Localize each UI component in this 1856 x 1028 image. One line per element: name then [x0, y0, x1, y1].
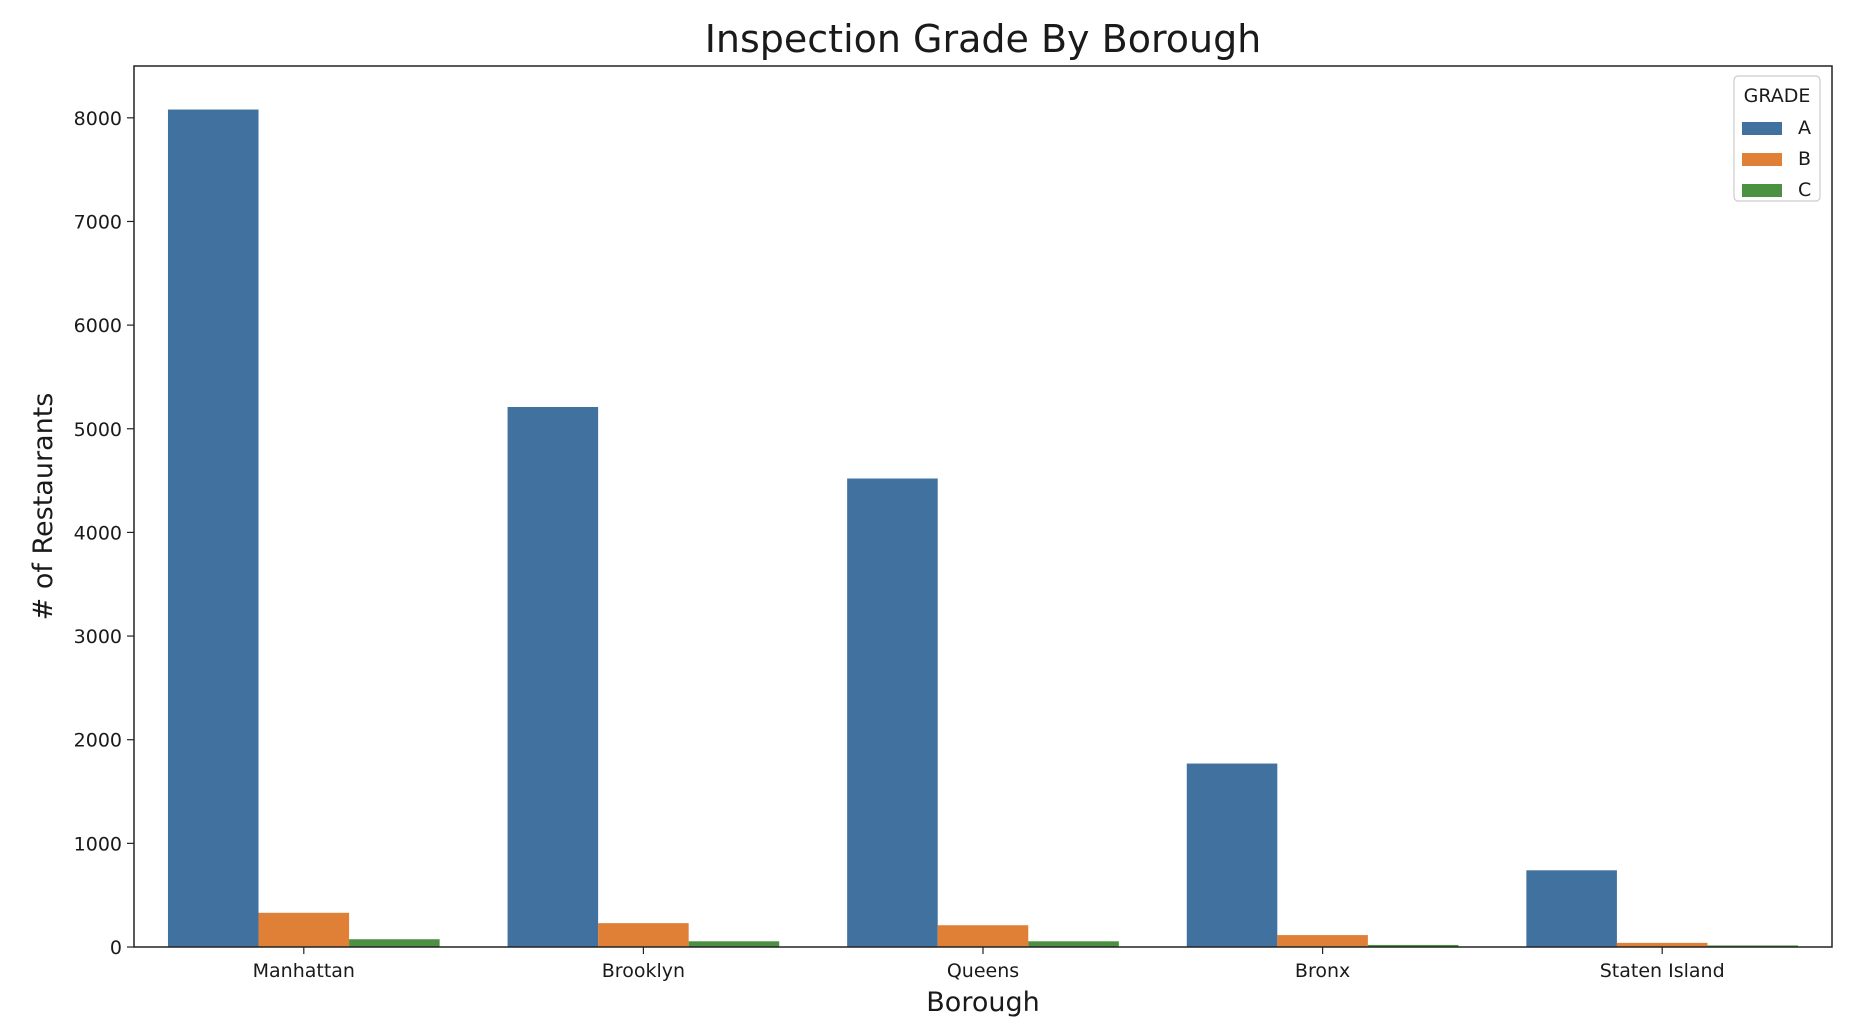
bar-C-brooklyn	[688, 941, 780, 947]
legend-label-B: B	[1798, 148, 1811, 170]
y-tick-label: 4000	[74, 522, 122, 544]
y-tick-label: 2000	[74, 730, 122, 752]
bar-A-staten-island	[1526, 870, 1617, 947]
bar-C-queens	[1028, 941, 1119, 947]
bar-A-bronx	[1186, 763, 1278, 947]
x-tick-label: Queens	[947, 960, 1019, 982]
x-tick-label: Bronx	[1295, 960, 1350, 982]
y-tick-label: 0	[110, 937, 122, 959]
bar-A-brooklyn	[507, 406, 599, 948]
bar-B-staten-island	[1616, 942, 1708, 947]
bar-B-brooklyn	[598, 923, 689, 947]
x-tick-label: Brooklyn	[602, 960, 685, 982]
chart-title: Inspection Grade By Borough	[705, 17, 1262, 61]
bar-A-manhattan	[167, 109, 259, 948]
plot-frame	[133, 65, 1833, 948]
legend-box	[1733, 75, 1821, 202]
bar-C-staten-island	[1707, 945, 1799, 947]
x-tick-label: Staten Island	[1600, 960, 1725, 982]
y-tick-label: 3000	[74, 626, 122, 648]
legend-swatch-C	[1742, 184, 1782, 197]
y-tick-label: 1000	[74, 833, 122, 855]
bar-C-bronx	[1367, 944, 1459, 947]
y-tick-label: 6000	[74, 315, 122, 337]
legend-label-C: C	[1798, 179, 1811, 201]
legend-title: GRADE	[1744, 85, 1811, 107]
legend-swatch-A	[1742, 122, 1782, 135]
bar-B-bronx	[1277, 935, 1368, 947]
bar-B-manhattan	[258, 912, 350, 947]
legend: GRADE ABC	[1733, 75, 1821, 202]
legend-swatch-B	[1742, 153, 1782, 166]
legend-label-A: A	[1798, 117, 1811, 139]
y-tick-label: 8000	[74, 108, 122, 130]
y-tick-label: 5000	[74, 419, 122, 441]
bar-A-queens	[847, 478, 938, 947]
bar-C-manhattan	[349, 939, 440, 947]
plot-area: 0 1000 2000 3000 4000 5000 6000 7000 8000 Manhatt…	[74, 108, 1799, 982]
x-axis-title: Borough	[926, 987, 1039, 1018]
bar-B-queens	[937, 925, 1029, 947]
y-tick-label: 7000	[74, 211, 122, 233]
x-tick-label: Manhattan	[253, 960, 355, 982]
y-axis-title: # of Restaurants	[28, 393, 59, 621]
